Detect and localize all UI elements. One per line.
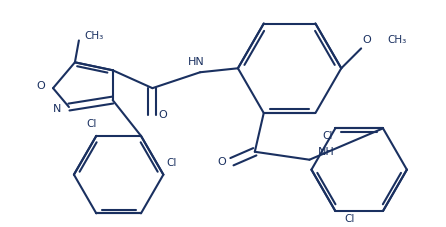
Text: Cl: Cl [166, 158, 177, 168]
Text: O: O [37, 81, 45, 91]
Text: HN: HN [188, 57, 205, 67]
Text: Cl: Cl [86, 119, 96, 129]
Text: CH₃: CH₃ [85, 32, 104, 42]
Text: NH: NH [318, 147, 334, 157]
Text: N: N [53, 104, 61, 114]
Text: O: O [218, 157, 227, 167]
Text: CH₃: CH₃ [387, 35, 406, 45]
Text: Cl: Cl [344, 214, 355, 224]
Text: Cl: Cl [322, 131, 333, 141]
Text: O: O [158, 110, 167, 120]
Text: O: O [363, 35, 372, 45]
